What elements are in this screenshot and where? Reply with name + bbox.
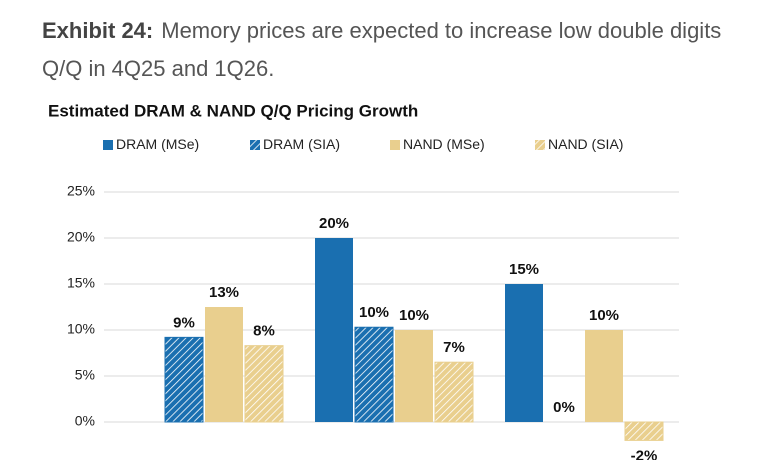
y-tick-label: 15% — [67, 275, 95, 291]
bar — [354, 326, 394, 423]
bar — [434, 361, 474, 423]
legend-label: DRAM (MSe) — [116, 136, 199, 152]
exhibit-header: Exhibit 24: Memory prices are expected to… — [42, 12, 722, 88]
legend-swatch — [250, 140, 260, 150]
y-tick-label: 20% — [67, 229, 95, 245]
y-tick-label: 25% — [67, 183, 95, 199]
legend-label: NAND (MSe) — [403, 136, 485, 152]
value-label: 13% — [209, 284, 239, 301]
bar — [505, 284, 543, 422]
legend-swatch — [390, 140, 400, 150]
bar — [315, 238, 353, 422]
bar — [624, 421, 664, 441]
bar — [164, 336, 204, 423]
chart-title: Estimated DRAM & NAND Q/Q Pricing Growth — [48, 101, 418, 120]
value-label: 7% — [443, 339, 465, 356]
bar — [205, 307, 243, 422]
value-label: 0% — [553, 399, 575, 416]
legend-swatch — [103, 140, 113, 150]
value-label: 10% — [359, 304, 389, 321]
legend-swatch — [535, 140, 545, 150]
value-label: 8% — [253, 323, 275, 340]
y-tick-label: 0% — [75, 413, 95, 429]
bar — [585, 330, 623, 422]
value-label: -2% — [631, 447, 658, 460]
legend-label: NAND (SIA) — [548, 136, 623, 152]
bar — [244, 345, 284, 423]
value-label: 9% — [173, 314, 195, 331]
y-tick-label: 10% — [67, 321, 95, 337]
legend-label: DRAM (SIA) — [263, 136, 340, 152]
value-label: 15% — [509, 261, 539, 278]
exhibit-label: Exhibit 24: — [42, 18, 154, 43]
value-label: 20% — [319, 215, 349, 232]
y-tick-label: 5% — [75, 367, 95, 383]
value-label: 10% — [589, 307, 619, 324]
bar — [395, 330, 433, 422]
exhibit-text: Memory prices are expected to increase l… — [42, 18, 722, 81]
value-label: 10% — [399, 307, 429, 324]
